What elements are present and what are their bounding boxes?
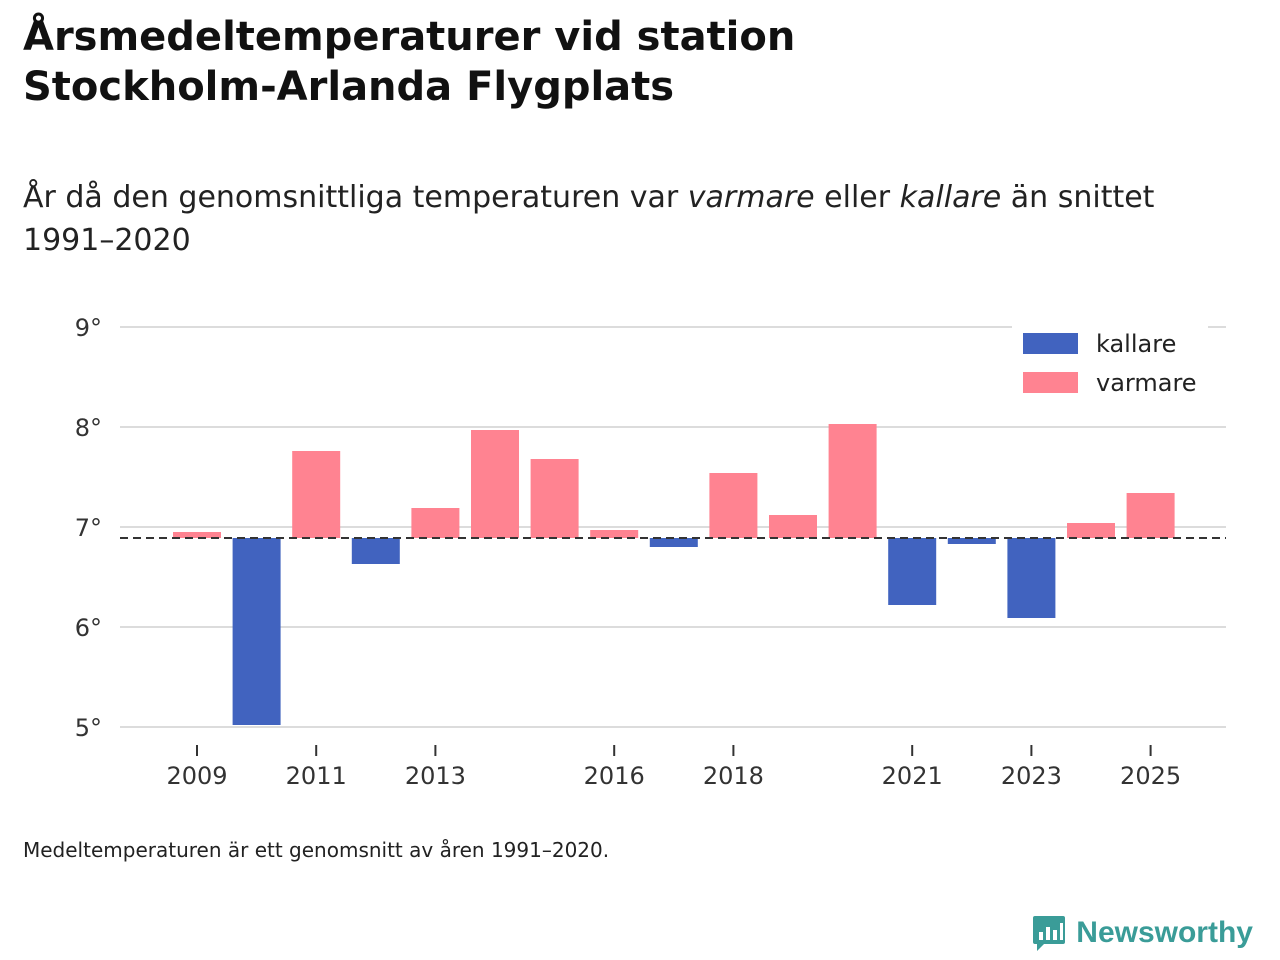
bar-chart: 9° 8° 7° 6° 5° 2009 2011 2013 2016 2018 2021 2023 20… [75,314,1226,790]
subtitle-part1: År då den genomsnittliga temperaturen va… [23,180,688,215]
y-tick-label: 7° [75,514,102,542]
y-tick-label: 5° [75,714,102,742]
bar-2014-varmare [471,430,519,538]
x-tick-label: 2013 [405,762,466,790]
y-tick-label: 8° [75,414,102,442]
chart-title-line1: Årsmedeltemperaturer vid station [23,14,796,60]
x-tick-label: 2009 [166,762,227,790]
bar-2021-kallare [888,538,937,605]
legend-swatch-kallare [1023,333,1078,354]
bar-2017-kallare [649,538,698,547]
bar-2020-varmare [828,424,877,538]
bar-2011-varmare [292,451,341,538]
chart-title: Årsmedeltemperaturer vid station Stockho… [23,12,1023,112]
x-tick-label: 2018 [703,762,764,790]
bar-2013-varmare [411,508,460,538]
x-tick-label: 2016 [584,762,645,790]
subtitle-part3: än snittet [1001,180,1155,215]
subtitle-kallare: kallare [899,180,1002,215]
x-tick-label: 2011 [286,762,347,790]
subtitle-part2: eller [814,180,900,215]
bar-2016-varmare [590,530,639,538]
chart-subtitle: År då den genomsnittliga temperaturen va… [23,176,1223,262]
bar-2009-varmare [173,532,221,538]
legend-label-kallare: kallare [1096,330,1176,358]
subtitle-varmare: varmare [687,180,815,215]
bar-2022-kallare [947,538,996,544]
chart-subtitle-line1: År då den genomsnittliga temperaturen va… [23,176,1223,219]
chart-subtitle-line2: 1991–2020 [23,223,191,258]
x-tick-label: 2021 [882,762,943,790]
x-tick-label: 2023 [1001,762,1062,790]
newsworthy-brand: Newsworthy [1032,914,1253,952]
newsworthy-logo-icon [1033,916,1066,951]
bar-2018-varmare [709,473,758,538]
x-tick-label: 2025 [1120,762,1181,790]
bar-2025-varmare [1126,493,1175,538]
bar-2015-varmare [530,459,579,538]
legend-label-varmare: varmare [1096,369,1197,397]
newsworthy-logo-text: Newsworthy [1076,916,1253,949]
bar-2024-varmare [1067,523,1115,538]
chart-title-line2: Stockholm-Arlanda Flygplats [23,64,675,110]
y-tick-label: 9° [75,314,102,342]
bar-2019-varmare [769,515,817,538]
y-tick-label: 6° [75,614,102,642]
footnote: Medeltemperaturen är ett genomsnitt av å… [23,838,610,862]
bar-2010-kallare [232,538,281,725]
bar-2023-kallare [1007,538,1056,618]
legend-swatch-varmare [1023,372,1078,393]
bar-2012-kallare [351,538,400,564]
